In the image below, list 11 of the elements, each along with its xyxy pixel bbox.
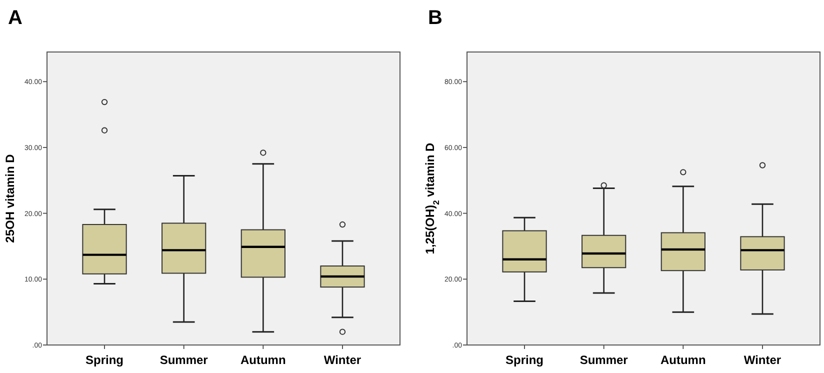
- x-tick-label: Autumn: [660, 353, 706, 367]
- x-tick-label: Summer: [580, 353, 628, 367]
- x-tick-label: Spring: [506, 353, 544, 367]
- x-tick-label: Autumn: [240, 353, 286, 367]
- x-tick-label: Winter: [744, 353, 782, 367]
- chart-title: B: [428, 7, 442, 29]
- x-tick-label: Winter: [324, 353, 362, 367]
- y-axis-title: 25OH vitamin D: [3, 154, 17, 243]
- chart-title: A: [8, 7, 22, 29]
- x-tick-label: Spring: [86, 353, 124, 367]
- x-tick-label: Summer: [160, 353, 208, 367]
